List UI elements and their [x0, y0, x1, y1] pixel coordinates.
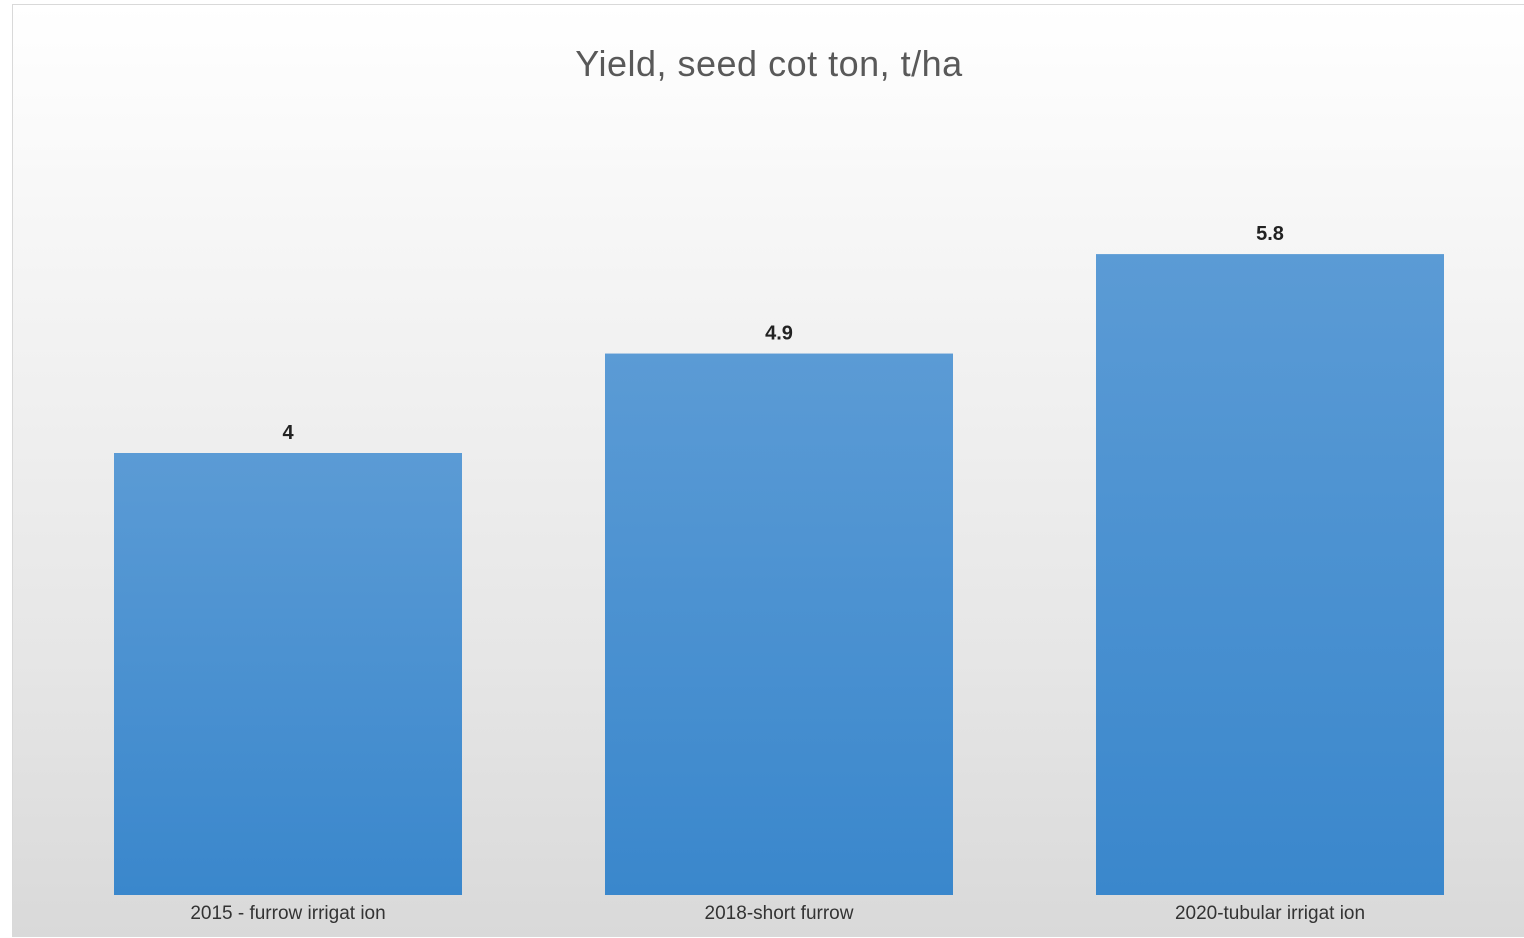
data-label-3: 5.8	[1256, 223, 1284, 245]
chart-area: Yield, seed cot ton, t/ha 4 4.9 5.8 2015 -…	[12, 4, 1524, 937]
data-label-2: 4.9	[765, 323, 793, 345]
category-label-1: 2015 - furrow irrigat ion	[190, 903, 385, 924]
data-label-1: 4	[282, 422, 294, 444]
bar-2	[605, 353, 953, 895]
category-label-3: 2020-tubular irrigat ion	[1175, 903, 1365, 924]
category-label-2: 2018-short furrow	[705, 903, 854, 924]
chart-title: Yield, seed cot ton, t/ha	[575, 43, 963, 84]
bar-3	[1096, 254, 1444, 896]
bar-1	[114, 453, 462, 895]
data-labels-group: 4 4.9 5.8	[282, 223, 1283, 444]
bar-chart-plot: 4 4.9 5.8 2015 - furrow irrigat ion 2018-sh…	[114, 223, 1444, 924]
category-labels-group: 2015 - furrow irrigat ion 2018-short furr…	[190, 903, 1365, 924]
bars-group	[114, 254, 1444, 896]
